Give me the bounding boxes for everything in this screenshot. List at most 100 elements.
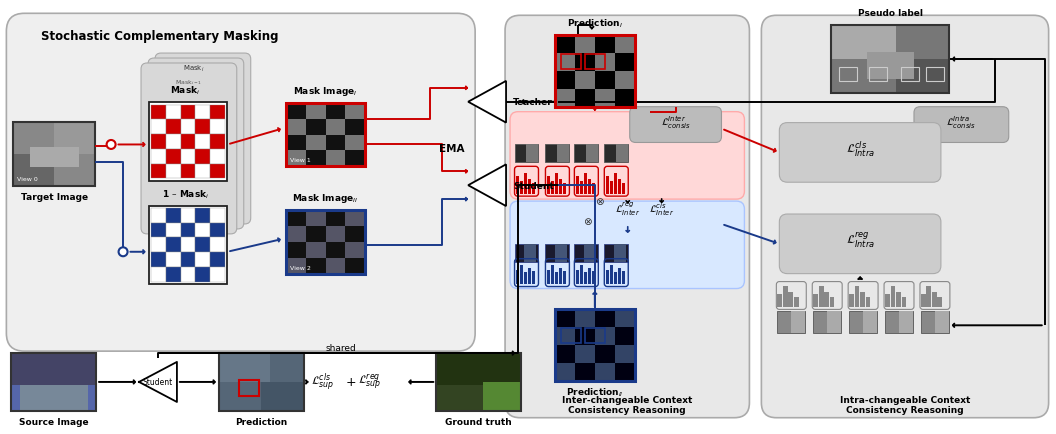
Bar [901, 68, 919, 82]
Bar [588, 268, 591, 284]
Bar [151, 135, 166, 149]
Bar [210, 267, 225, 282]
Bar [555, 36, 574, 54]
Bar [555, 310, 574, 328]
Bar [305, 151, 325, 167]
Bar [574, 89, 595, 108]
Text: $\mathcal{L}^{reg}_{Intra}$: $\mathcal{L}^{reg}_{Intra}$ [846, 230, 874, 250]
Bar [555, 328, 574, 345]
Bar [555, 310, 635, 381]
Bar [551, 182, 554, 195]
Bar [210, 223, 225, 238]
Bar [195, 209, 210, 223]
Bar [14, 155, 54, 187]
Bar [516, 270, 520, 284]
Bar [555, 174, 559, 195]
Bar [609, 266, 614, 284]
Bar [261, 382, 303, 411]
Bar [777, 312, 806, 333]
Bar [831, 26, 895, 60]
Text: View 2: View 2 [289, 265, 310, 270]
Bar [345, 258, 365, 274]
Bar [584, 174, 587, 195]
Bar [305, 103, 325, 119]
Bar [514, 244, 539, 262]
Bar [938, 298, 942, 308]
Text: $\mathcal{L}^{Intra}_{consis}$: $\mathcal{L}^{Intra}_{consis}$ [946, 114, 977, 130]
Bar [595, 310, 615, 328]
Bar [166, 120, 181, 135]
Circle shape [118, 248, 128, 256]
Bar [595, 89, 615, 108]
FancyBboxPatch shape [779, 123, 941, 183]
Bar [166, 209, 181, 223]
Bar [151, 238, 166, 253]
Bar [210, 209, 225, 223]
Bar [614, 244, 626, 262]
Bar [574, 145, 599, 163]
Bar [831, 26, 949, 94]
Bar [555, 72, 574, 89]
Bar [563, 272, 566, 284]
Bar [551, 266, 554, 284]
Bar [151, 223, 166, 238]
Bar [305, 119, 325, 135]
Bar [166, 135, 181, 149]
Bar [926, 286, 931, 308]
Text: Target Image: Target Image [21, 193, 88, 202]
Bar [524, 244, 536, 262]
Text: Student: Student [513, 181, 553, 190]
Bar [181, 149, 195, 164]
Bar [616, 145, 627, 163]
Bar [166, 267, 181, 282]
Bar [166, 238, 181, 253]
Bar [622, 183, 625, 195]
Bar [576, 270, 580, 284]
Bar [618, 179, 621, 195]
Text: Prediction: Prediction [235, 417, 287, 426]
Bar [210, 120, 225, 135]
Bar [818, 286, 824, 308]
Bar [166, 164, 181, 179]
Bar [885, 312, 913, 333]
Text: $\mathcal{L}^{cls}_{Intra}$: $\mathcal{L}^{cls}_{Intra}$ [846, 139, 874, 158]
Bar [615, 54, 635, 72]
Bar [520, 266, 524, 284]
FancyBboxPatch shape [761, 16, 1049, 418]
Bar [210, 238, 225, 253]
Bar [325, 151, 345, 167]
Bar [285, 119, 305, 135]
Bar [436, 353, 521, 411]
Bar [782, 286, 788, 308]
Bar [921, 294, 926, 308]
FancyBboxPatch shape [629, 108, 721, 143]
Bar [325, 119, 345, 135]
Bar [285, 242, 305, 258]
Bar [166, 105, 181, 120]
Bar [885, 294, 890, 308]
FancyBboxPatch shape [779, 214, 941, 274]
Bar [604, 244, 628, 262]
Bar [516, 177, 520, 195]
Bar [219, 353, 269, 382]
Bar [285, 210, 365, 274]
Text: +: + [345, 375, 356, 388]
Bar [595, 363, 615, 381]
Bar [151, 105, 166, 120]
Bar [791, 312, 806, 333]
Bar [867, 53, 913, 80]
Bar [345, 103, 365, 119]
Bar [166, 149, 181, 164]
Bar [151, 149, 166, 164]
Bar [195, 238, 210, 253]
Bar [524, 174, 527, 195]
Bar [195, 105, 210, 120]
Bar [559, 179, 562, 195]
Bar [866, 298, 870, 308]
Bar [547, 177, 550, 195]
Bar [614, 273, 617, 284]
Bar [151, 267, 166, 282]
Bar [526, 145, 538, 163]
Bar [436, 353, 521, 411]
Bar [585, 329, 605, 343]
